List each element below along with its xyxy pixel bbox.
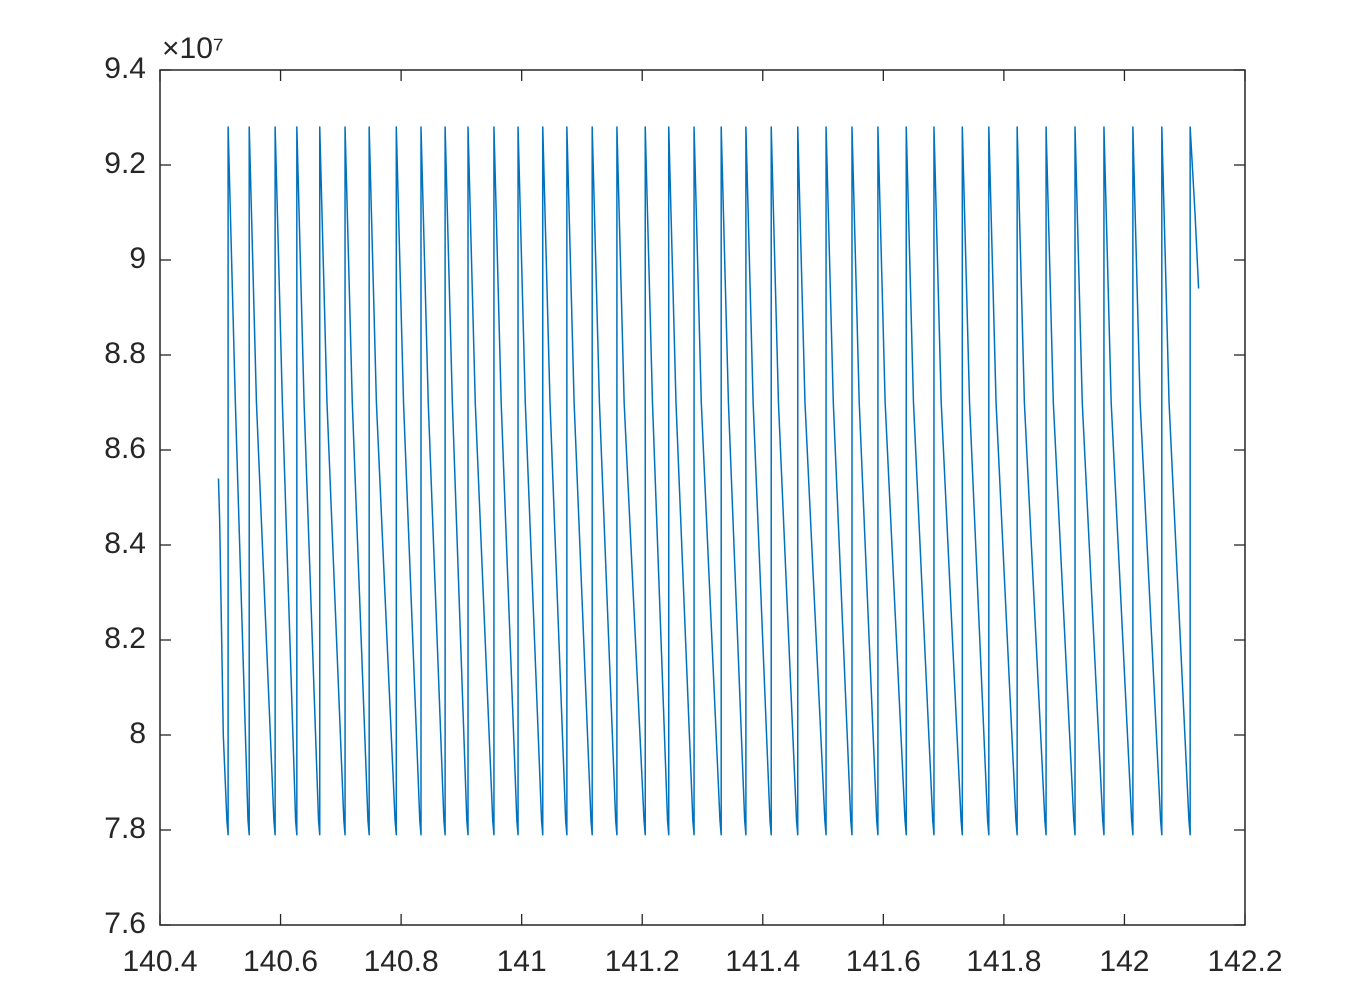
y-tick-label: 7.6 bbox=[104, 907, 146, 940]
x-tick-label: 140.6 bbox=[243, 945, 318, 978]
y-tick-label: 7.8 bbox=[104, 812, 146, 845]
y-tick-label: 8 bbox=[129, 717, 146, 750]
y-tick-label: 9.4 bbox=[104, 52, 146, 85]
y-tick-label: 8.2 bbox=[104, 622, 146, 655]
x-tick-label: 142.2 bbox=[1207, 945, 1282, 978]
y-tick-label: 8.6 bbox=[104, 432, 146, 465]
y-tick-label: 9.2 bbox=[104, 147, 146, 180]
y-multiplier: ×10⁷ bbox=[162, 32, 224, 65]
x-tick-label: 142 bbox=[1099, 945, 1149, 978]
x-tick-label: 141 bbox=[497, 945, 547, 978]
x-tick-label: 141.6 bbox=[846, 945, 921, 978]
axes-box bbox=[159, 69, 1246, 926]
y-tick-label: 8.4 bbox=[104, 527, 146, 560]
x-tick-label: 141.4 bbox=[725, 945, 800, 978]
x-tick-label: 140.4 bbox=[122, 945, 197, 978]
data-line bbox=[217, 126, 1200, 836]
y-tick-label: 8.8 bbox=[104, 337, 146, 370]
y-tick-label: 9 bbox=[129, 242, 146, 275]
x-tick-label: 141.2 bbox=[605, 945, 680, 978]
x-tick-label: 140.8 bbox=[364, 945, 439, 978]
x-tick-label: 141.8 bbox=[966, 945, 1041, 978]
